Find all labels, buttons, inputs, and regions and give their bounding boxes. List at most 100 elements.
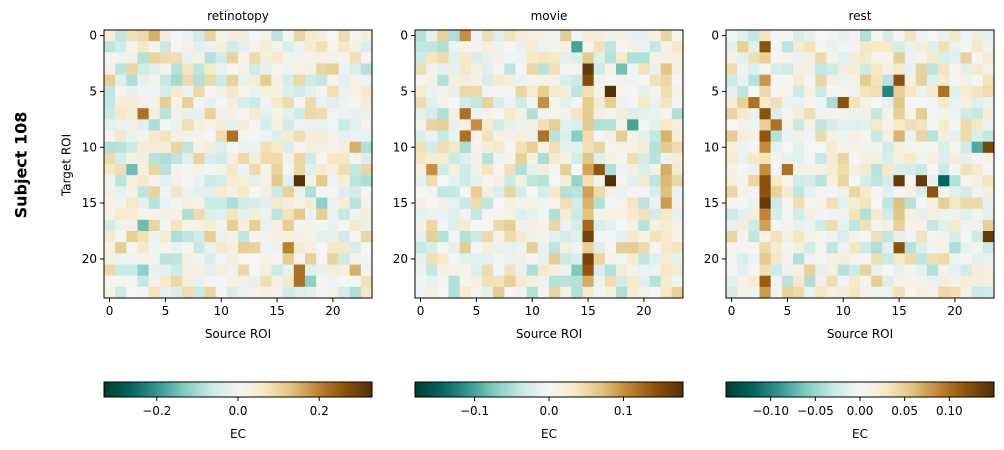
- heatmap-cell: [459, 286, 472, 299]
- heatmap-cell: [781, 197, 794, 209]
- heatmap-cell: [482, 197, 494, 209]
- heatmap-cell: [282, 275, 295, 288]
- heatmap-cell: [126, 152, 138, 165]
- heatmap-cell: [737, 30, 749, 42]
- heatmap-cell: [793, 52, 805, 64]
- heatmap-cell: [770, 141, 783, 154]
- heatmap-cell: [627, 219, 639, 232]
- subject-label: Subject 108: [12, 112, 31, 219]
- heatmap-cell: [226, 141, 239, 154]
- heatmap-cell: [126, 30, 138, 42]
- heatmap-cell: [448, 197, 460, 209]
- heatmap-cell: [571, 85, 583, 98]
- heatmap-cell: [104, 152, 116, 165]
- heatmap-cell: [493, 242, 505, 254]
- heatmap-cell: [459, 130, 472, 142]
- heatmap-cell: [537, 30, 550, 42]
- heatmap-cell: [193, 130, 205, 142]
- heatmap-cell: [293, 119, 306, 131]
- heatmap-cell: [759, 219, 771, 232]
- heatmap-cell: [159, 275, 172, 288]
- heatmap-cell: [938, 108, 950, 120]
- heatmap-cell: [671, 275, 684, 288]
- heatmap-cell: [526, 175, 539, 187]
- x-tick-label: 5: [162, 304, 170, 318]
- heatmap-cell: [627, 52, 639, 64]
- heatmap-cell: [582, 85, 594, 98]
- heatmap-cell: [770, 219, 783, 232]
- heatmap-cell: [593, 41, 606, 53]
- heatmap-cell: [193, 231, 205, 243]
- heatmap-cell: [560, 119, 572, 131]
- heatmap-cell: [949, 119, 961, 131]
- heatmap-cell: [848, 108, 861, 120]
- heatmap-cell: [882, 52, 894, 64]
- heatmap-cell: [515, 253, 527, 265]
- heatmap-cell: [305, 63, 317, 75]
- heatmap-cell: [737, 41, 749, 53]
- heatmap-cell: [515, 97, 527, 109]
- y-tick-label: 0: [400, 29, 408, 43]
- heatmap-cell: [938, 30, 950, 42]
- heatmap-cell: [627, 286, 639, 299]
- heatmap-cell: [871, 175, 883, 187]
- heatmap-cell: [504, 286, 516, 299]
- heatmap-cell: [482, 119, 494, 131]
- heatmap-cell: [526, 85, 539, 98]
- heatmap-cell: [638, 164, 650, 176]
- heatmap-cell: [415, 275, 427, 288]
- heatmap-cell: [549, 141, 561, 154]
- heatmap-cell: [193, 186, 205, 198]
- heatmap-cell: [759, 141, 771, 154]
- heatmap-cell: [171, 175, 183, 187]
- y-tick-label: 5: [711, 84, 719, 98]
- heatmap-cell: [282, 52, 295, 64]
- heatmap-cell: [804, 52, 816, 64]
- heatmap-cell: [971, 97, 984, 109]
- heatmap-cell: [126, 130, 138, 142]
- heatmap-cell: [293, 186, 306, 198]
- heatmap-cell: [148, 275, 161, 288]
- heatmap-cell: [726, 197, 738, 209]
- heatmap-cell: [338, 141, 350, 154]
- heatmap-cell: [249, 175, 261, 187]
- heatmap-cell: [115, 152, 127, 165]
- heatmap-cell: [904, 275, 917, 288]
- heatmap-cell: [938, 141, 950, 154]
- heatmap-cell: [137, 119, 149, 131]
- heatmap-cell: [459, 164, 472, 176]
- heatmap-cell: [115, 264, 127, 276]
- heatmap-cell: [904, 219, 917, 232]
- heatmap-cell: [159, 108, 172, 120]
- heatmap-cell: [470, 175, 483, 187]
- heatmap-cell: [526, 264, 539, 276]
- heatmap-cell: [537, 275, 550, 288]
- heatmap-cell: [526, 197, 539, 209]
- heatmap-cell: [226, 253, 239, 265]
- heatmap-cell: [238, 97, 250, 109]
- heatmap-cell: [960, 130, 972, 142]
- heatmap-cell: [781, 186, 794, 198]
- heatmap-cell: [327, 97, 339, 109]
- heatmap-cell: [837, 231, 850, 243]
- heatmap-cell: [759, 286, 771, 299]
- heatmap-cell: [616, 275, 628, 288]
- heatmap-cell: [482, 130, 494, 142]
- heatmap-cell: [781, 52, 794, 64]
- heatmap-cell: [271, 208, 283, 221]
- heatmap-cell: [804, 130, 816, 142]
- heatmap-cell: [860, 186, 872, 198]
- heatmap-cell: [660, 108, 673, 120]
- heatmap-cell: [726, 41, 738, 53]
- heatmap-cell: [504, 108, 516, 120]
- heatmap-cell: [115, 30, 127, 42]
- heatmap-cell: [282, 141, 295, 154]
- heatmap-cell: [193, 197, 205, 209]
- heatmap-cell: [159, 63, 172, 75]
- heatmap-cell: [781, 119, 794, 131]
- heatmap-cell: [649, 286, 661, 299]
- heatmap-cell: [459, 253, 472, 265]
- heatmap-cell: [504, 264, 516, 276]
- heatmap-cell: [504, 152, 516, 165]
- heatmap-cell: [893, 197, 905, 209]
